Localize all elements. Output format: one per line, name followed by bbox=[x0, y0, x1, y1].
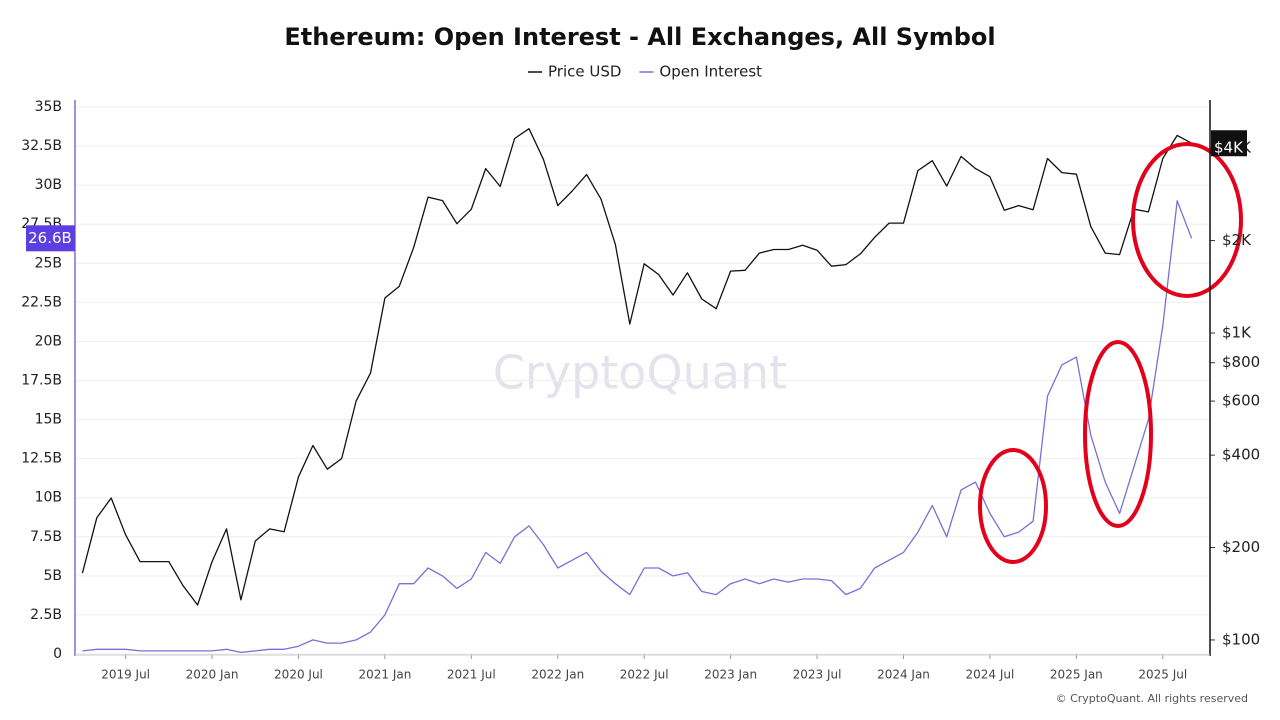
x-tick-label: 2022 Jan bbox=[531, 668, 584, 682]
y-tick-label: 7.5B bbox=[30, 529, 62, 545]
watermark: CryptoQuant bbox=[493, 346, 787, 400]
series-line bbox=[81, 128, 1192, 606]
y-tick-label: 0 bbox=[53, 646, 62, 662]
x-tick-label: 2020 Jul bbox=[274, 668, 323, 682]
x-tick-label: 2025 Jan bbox=[1050, 668, 1103, 682]
y2-tick-label: $800 bbox=[1222, 353, 1260, 371]
y2-tick-label: $600 bbox=[1222, 392, 1260, 410]
y-tick-label: 30B bbox=[35, 177, 62, 193]
chart-title: Ethereum: Open Interest - All Exchanges,… bbox=[284, 23, 995, 51]
footer: © CryptoQuant. All rights reserved bbox=[1056, 692, 1248, 705]
x-tick-label: 2024 Jan bbox=[877, 668, 930, 682]
y2-tick-label: $2K bbox=[1222, 231, 1252, 249]
x-tick-label: 2025 Jul bbox=[1138, 668, 1187, 682]
x-tick-label: 2021 Jan bbox=[358, 668, 411, 682]
highlight-circle bbox=[1083, 340, 1153, 528]
x-tick-label: 2021 Jul bbox=[447, 668, 496, 682]
y-tick-label: 12.5B bbox=[21, 451, 62, 467]
y-tick-label: 15B bbox=[35, 412, 62, 428]
y2-tick-label: $1K bbox=[1222, 323, 1252, 341]
x-tick-label: 2023 Jan bbox=[704, 668, 757, 682]
y-tick-label: 32.5B bbox=[21, 138, 62, 154]
y-tick-label: 25B bbox=[35, 255, 62, 271]
y2-tick-label: $200 bbox=[1222, 538, 1260, 556]
y-tick-label: 35B bbox=[35, 99, 62, 115]
x-tick-label: 2023 Jul bbox=[793, 668, 842, 682]
series-line bbox=[82, 200, 1193, 654]
x-tick-label: 2024 Jul bbox=[966, 668, 1015, 682]
x-tick-label: 2022 Jul bbox=[620, 668, 669, 682]
highlight-circle bbox=[978, 448, 1048, 564]
x-tick-label: 2020 Jan bbox=[186, 668, 239, 682]
current-price-label: $4K bbox=[1214, 139, 1244, 157]
legend-label: Open Interest bbox=[659, 63, 762, 81]
legend-label: Price USD bbox=[548, 63, 621, 81]
y-tick-label: 10B bbox=[35, 490, 62, 506]
current-price-marker bbox=[1211, 130, 1247, 157]
y-tick-label: 20B bbox=[35, 333, 62, 349]
y2-tick-label: $400 bbox=[1222, 446, 1260, 464]
y-tick-label: 5B bbox=[43, 568, 62, 584]
current-value-label: 26.6B bbox=[28, 229, 72, 247]
current-value-box bbox=[26, 225, 75, 252]
x-tick-label: 2019 Jul bbox=[101, 668, 150, 682]
y-tick-label: 17.5B bbox=[21, 373, 62, 389]
y-tick-label: 22.5B bbox=[21, 294, 62, 310]
y2-tick-label: $100 bbox=[1222, 630, 1260, 648]
grid bbox=[75, 106, 1210, 655]
plot bbox=[81, 128, 1193, 654]
highlight-circle bbox=[1131, 142, 1243, 298]
y-tick-label: 2.5B bbox=[30, 607, 62, 623]
